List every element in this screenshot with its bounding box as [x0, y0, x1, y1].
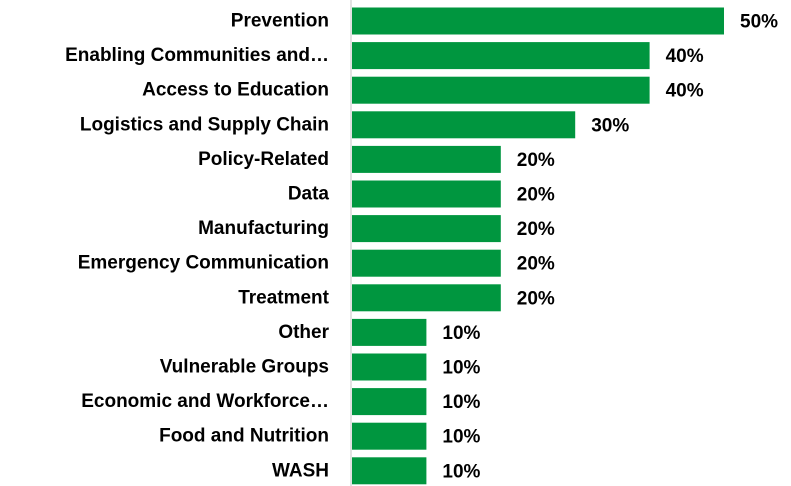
- data-label-6: 20%: [517, 219, 555, 240]
- category-label-1: Enabling Communities and…: [65, 45, 329, 66]
- data-label-13: 10%: [442, 461, 480, 482]
- bar-4: [352, 145, 501, 173]
- bar-13: [352, 457, 427, 485]
- category-label-6: Manufacturing: [198, 218, 329, 239]
- bar-3: [352, 111, 576, 139]
- data-label-9: 10%: [442, 323, 480, 344]
- category-label-2: Access to Education: [142, 80, 329, 101]
- data-label-12: 10%: [442, 427, 480, 448]
- bar-2: [352, 76, 650, 104]
- data-label-11: 10%: [442, 392, 480, 413]
- bar-8: [352, 284, 501, 312]
- data-label-10: 10%: [442, 358, 480, 379]
- data-label-2: 40%: [666, 81, 704, 102]
- bar-12: [352, 422, 427, 450]
- bar-0: [352, 7, 724, 35]
- category-label-5: Data: [288, 184, 330, 205]
- bar-1: [352, 42, 650, 70]
- data-label-5: 20%: [517, 185, 555, 206]
- category-label-0: Prevention: [231, 11, 329, 32]
- bar-10: [352, 353, 427, 381]
- data-label-1: 40%: [666, 46, 704, 67]
- data-label-4: 20%: [517, 150, 555, 171]
- category-label-11: Economic and Workforce…: [81, 391, 329, 412]
- bar-6: [352, 215, 501, 243]
- bar-9: [352, 318, 427, 346]
- data-label-group: 50% 40% 40% 30% 20% 20% 20% 20% 20% 10% 10% 10% 10% 1…: [442, 12, 778, 483]
- bar-5: [352, 180, 501, 208]
- data-label-0: 50%: [740, 12, 778, 33]
- category-label-4: Policy-Related: [198, 149, 329, 170]
- category-label-10: Vulnerable Groups: [160, 357, 329, 378]
- category-label-7: Emergency Communication: [78, 253, 329, 274]
- bar-7: [352, 249, 501, 277]
- bar-11: [352, 388, 427, 416]
- data-label-8: 20%: [517, 288, 555, 309]
- category-label-12: Food and Nutrition: [159, 426, 329, 447]
- data-label-3: 30%: [591, 115, 629, 136]
- data-label-7: 20%: [517, 254, 555, 275]
- category-label-13: WASH: [272, 460, 329, 481]
- bar-group: [352, 7, 724, 485]
- category-label-3: Logistics and Supply Chain: [80, 114, 329, 135]
- category-label-8: Treatment: [238, 287, 329, 308]
- category-label-9: Other: [278, 322, 329, 343]
- category-label-group: Prevention Enabling Communities and… Acces…: [65, 11, 330, 482]
